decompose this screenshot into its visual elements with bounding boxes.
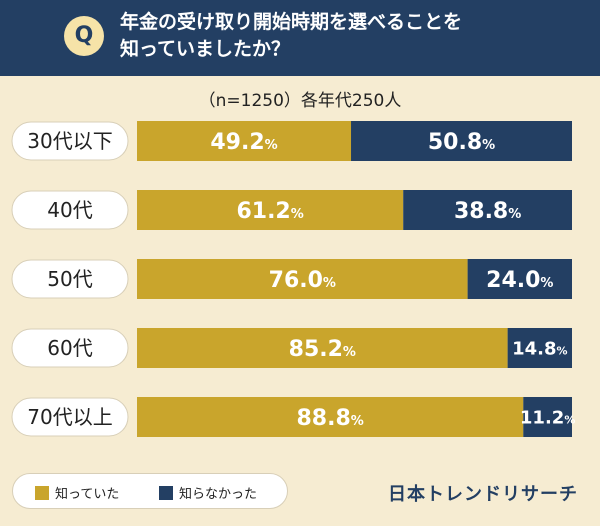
question-line-2: 知っていましたか？ — [120, 38, 291, 60]
legend-item-known: 知っていた — [35, 483, 119, 502]
bar-unknown — [403, 190, 572, 230]
legend-swatch-known — [35, 486, 49, 500]
question-header: Q 年金の受け取り開始時期を選べることを 知っていましたか？ — [0, 0, 600, 76]
category-pill — [11, 259, 129, 299]
legend-label-known: 知っていた — [55, 487, 120, 502]
bar-unknown — [351, 121, 572, 161]
category-label: 30代以下 — [27, 129, 112, 153]
category-label: 40代 — [47, 198, 92, 222]
data-label-unknown: 38.8% — [454, 199, 521, 224]
category-pill — [11, 397, 129, 437]
sample-size-subtitle: （n=1250）各年代250人 — [198, 91, 402, 111]
data-label-known: 61.2% — [236, 199, 303, 224]
legend-swatch-unknown — [159, 486, 173, 500]
legend-item-unknown: 知らなかった — [159, 483, 257, 502]
category-pill — [11, 328, 129, 368]
question-text: 年金の受け取り開始時期を選べることを 知っていましたか？ — [120, 9, 560, 63]
bar-known — [137, 190, 404, 230]
legend-label-unknown: 知らなかった — [179, 487, 258, 502]
data-label-unknown: 24.0% — [486, 268, 553, 293]
data-label-known: 49.2% — [210, 130, 277, 155]
stacked-bar-chart: 30代以下 49.2% 50.8% 40代 61.2% 38.8% 50代 76.0% 24.0… — [11, 121, 575, 437]
bar-known — [137, 121, 352, 161]
category-label: 60代 — [47, 336, 92, 360]
data-label-known: 88.8% — [296, 406, 363, 431]
question-line-1: 年金の受け取り開始時期を選べることを — [120, 11, 463, 33]
data-label-unknown: 50.8% — [428, 130, 495, 155]
data-label-known: 85.2% — [289, 337, 356, 362]
data-label-known: 76.0% — [269, 268, 336, 293]
category-pill — [11, 121, 129, 161]
q-badge-icon: Q — [64, 16, 104, 56]
bar-unknown — [523, 397, 572, 437]
bar-known — [137, 397, 524, 437]
category-pill — [11, 190, 129, 230]
brand-logo-text: 日本トレンドリサーチ — [388, 484, 578, 505]
legend: 知っていた 知らなかった — [12, 473, 288, 509]
bar-known — [137, 259, 468, 299]
data-label-unknown: 14.8% — [512, 338, 567, 359]
category-label: 50代 — [47, 267, 92, 291]
category-label: 70代以上 — [27, 405, 112, 429]
bar-unknown — [467, 259, 572, 299]
bar-unknown — [507, 328, 572, 368]
data-label-unknown: 11.2% — [520, 407, 575, 428]
bar-known — [137, 328, 508, 368]
